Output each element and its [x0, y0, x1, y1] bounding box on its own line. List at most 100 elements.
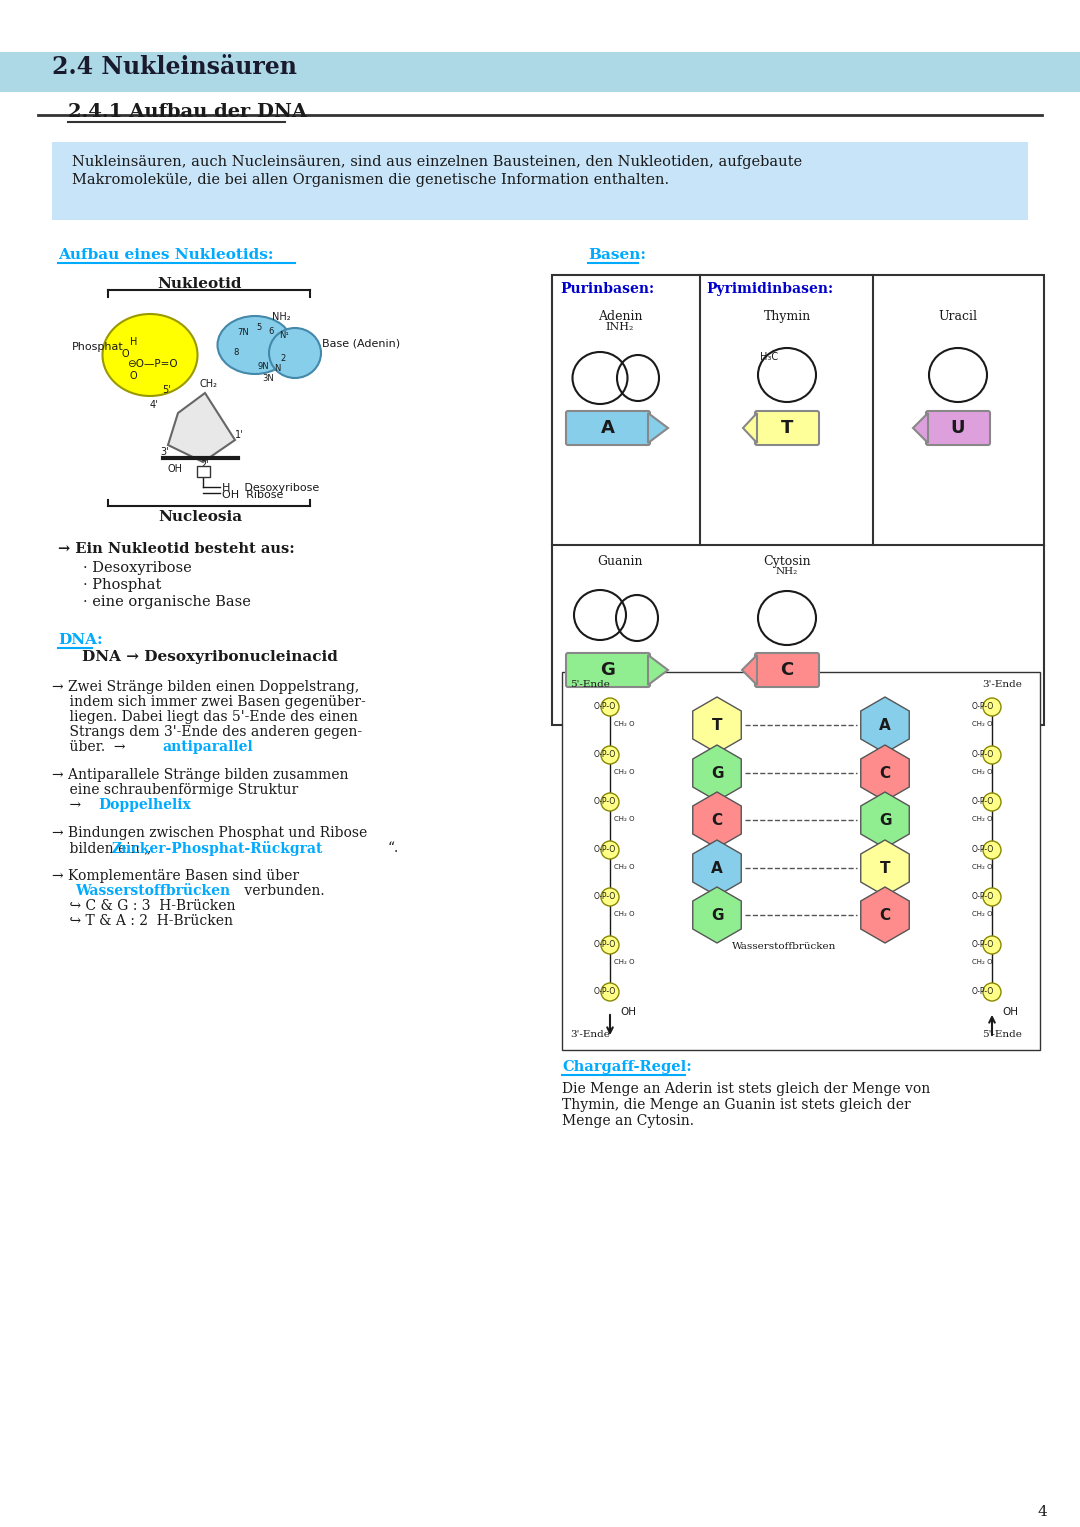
Polygon shape	[648, 412, 669, 443]
Text: Menge an Cytosin.: Menge an Cytosin.	[562, 1115, 694, 1128]
Text: Thymin, die Menge an Guanin ist stets gleich der: Thymin, die Menge an Guanin ist stets gl…	[562, 1098, 910, 1112]
FancyBboxPatch shape	[566, 411, 650, 444]
Ellipse shape	[217, 316, 293, 374]
Circle shape	[983, 698, 1001, 716]
Text: A: A	[879, 718, 891, 733]
FancyBboxPatch shape	[926, 411, 990, 444]
Circle shape	[983, 983, 1001, 1002]
Circle shape	[600, 841, 619, 860]
Text: C: C	[781, 661, 794, 680]
Text: “.: “.	[388, 841, 400, 855]
Text: CH₂ O: CH₂ O	[972, 815, 993, 822]
Text: ↪ C & G : 3  H-Brücken: ↪ C & G : 3 H-Brücken	[52, 899, 235, 913]
Text: C: C	[712, 812, 723, 828]
Text: eine schraubenförmige Struktur: eine schraubenförmige Struktur	[52, 783, 298, 797]
Text: Makromoleküle, die bei allen Organismen die genetische Information enthalten.: Makromoleküle, die bei allen Organismen …	[72, 173, 670, 186]
Text: INH₂: INH₂	[606, 322, 634, 331]
Text: Doppelhelix: Doppelhelix	[98, 799, 191, 812]
Polygon shape	[742, 655, 757, 686]
Text: O-P-O: O-P-O	[972, 844, 995, 854]
Text: O-P-O: O-P-O	[594, 941, 617, 948]
Text: Adenin: Adenin	[597, 310, 643, 324]
Text: 2: 2	[280, 354, 285, 363]
Text: Wasserstoffbrücken: Wasserstoffbrücken	[732, 942, 836, 951]
Text: antiparallel: antiparallel	[162, 741, 253, 754]
FancyBboxPatch shape	[52, 142, 1028, 220]
Text: → Ein Nukleotid besteht aus:: → Ein Nukleotid besteht aus:	[58, 542, 295, 556]
Text: CH₂ O: CH₂ O	[972, 912, 993, 918]
Text: O-P-O: O-P-O	[972, 892, 995, 901]
Text: CH₂ O: CH₂ O	[615, 864, 635, 870]
Text: OH: OH	[620, 1006, 636, 1017]
Polygon shape	[913, 412, 928, 443]
Circle shape	[600, 983, 619, 1002]
Text: Nucleosia: Nucleosia	[158, 510, 242, 524]
Text: O-P-O: O-P-O	[972, 941, 995, 948]
Text: N: N	[274, 363, 281, 373]
Text: 3'-Ende: 3'-Ende	[982, 680, 1022, 689]
Text: 3'-Ende: 3'-Ende	[570, 1031, 610, 1038]
Text: H: H	[130, 337, 137, 347]
Text: O-P-O: O-P-O	[594, 750, 617, 759]
Text: Aufbau eines Nukleotids:: Aufbau eines Nukleotids:	[58, 247, 273, 263]
Text: Uracil: Uracil	[939, 310, 977, 324]
Text: CH₂ O: CH₂ O	[615, 721, 635, 727]
Text: 5'-Ende: 5'-Ende	[570, 680, 610, 689]
Text: DNA:: DNA:	[58, 634, 103, 647]
Text: T: T	[712, 718, 723, 733]
Polygon shape	[168, 392, 235, 463]
Text: G: G	[711, 767, 724, 780]
Text: 5: 5	[256, 324, 261, 331]
Text: bilden ein „: bilden ein „	[52, 841, 151, 855]
Text: · Desoxyribose: · Desoxyribose	[83, 560, 192, 576]
Text: CH₂ O: CH₂ O	[615, 959, 635, 965]
Text: 5': 5'	[162, 385, 171, 395]
Text: CH₂ O: CH₂ O	[972, 864, 993, 870]
Text: 6: 6	[268, 327, 273, 336]
Text: T: T	[880, 861, 890, 876]
Ellipse shape	[103, 315, 198, 395]
Text: verbunden.: verbunden.	[240, 884, 325, 898]
Text: CH₂: CH₂	[200, 379, 218, 389]
Text: Nukleinsäuren, auch Nucleinsäuren, sind aus einzelnen Bausteinen, den Nukleotide: Nukleinsäuren, auch Nucleinsäuren, sind …	[72, 156, 802, 169]
Text: CH₂ O: CH₂ O	[972, 721, 993, 727]
Text: G: G	[879, 812, 891, 828]
Text: indem sich immer zwei Basen gegenüber-: indem sich immer zwei Basen gegenüber-	[52, 695, 366, 709]
Text: Basen:: Basen:	[588, 247, 646, 263]
Text: 2': 2'	[200, 460, 208, 470]
Text: O-P-O: O-P-O	[972, 750, 995, 759]
Text: CH₂ O: CH₂ O	[615, 912, 635, 918]
Text: 4: 4	[1037, 1506, 1047, 1519]
Text: A: A	[711, 861, 723, 876]
Text: O-P-O: O-P-O	[594, 702, 617, 712]
Text: 3N: 3N	[262, 374, 273, 383]
Text: OH: OH	[168, 464, 183, 473]
Text: Nukleotid: Nukleotid	[158, 276, 242, 292]
Text: → Zwei Stränge bilden einen Doppelstrang,: → Zwei Stränge bilden einen Doppelstrang…	[52, 680, 360, 693]
Text: Strangs dem 3'-Ende des anderen gegen-: Strangs dem 3'-Ende des anderen gegen-	[52, 725, 362, 739]
Text: 5'-Ende: 5'-Ende	[982, 1031, 1022, 1038]
Circle shape	[600, 793, 619, 811]
Text: Wasserstoffbrücken: Wasserstoffbrücken	[75, 884, 230, 898]
Text: O-P-O: O-P-O	[972, 702, 995, 712]
Text: Purinbasen:: Purinbasen:	[561, 282, 654, 296]
FancyBboxPatch shape	[562, 672, 1040, 1051]
Text: N¹: N¹	[279, 331, 288, 341]
Text: Zucker-Phosphat-Rückgrat: Zucker-Phosphat-Rückgrat	[112, 841, 323, 857]
FancyBboxPatch shape	[755, 654, 819, 687]
Text: →: →	[52, 799, 81, 812]
Text: NH₂: NH₂	[775, 567, 798, 576]
Text: liegen. Dabei liegt das 5'-Ende des einen: liegen. Dabei liegt das 5'-Ende des eine…	[52, 710, 357, 724]
FancyBboxPatch shape	[197, 466, 210, 476]
Text: Chargaff-Regel:: Chargaff-Regel:	[562, 1060, 692, 1073]
Text: 7N: 7N	[237, 328, 248, 337]
Ellipse shape	[269, 328, 321, 379]
Text: NH₂: NH₂	[272, 312, 291, 322]
Text: CH₂ O: CH₂ O	[615, 770, 635, 776]
Text: · Phosphat: · Phosphat	[83, 579, 161, 592]
Text: Pyrimidinbasen:: Pyrimidinbasen:	[706, 282, 833, 296]
Text: → Antiparallele Stränge bilden zusammen: → Antiparallele Stränge bilden zusammen	[52, 768, 349, 782]
Text: O-P-O: O-P-O	[594, 986, 617, 996]
Text: H₃C: H₃C	[760, 353, 778, 362]
Circle shape	[600, 889, 619, 906]
